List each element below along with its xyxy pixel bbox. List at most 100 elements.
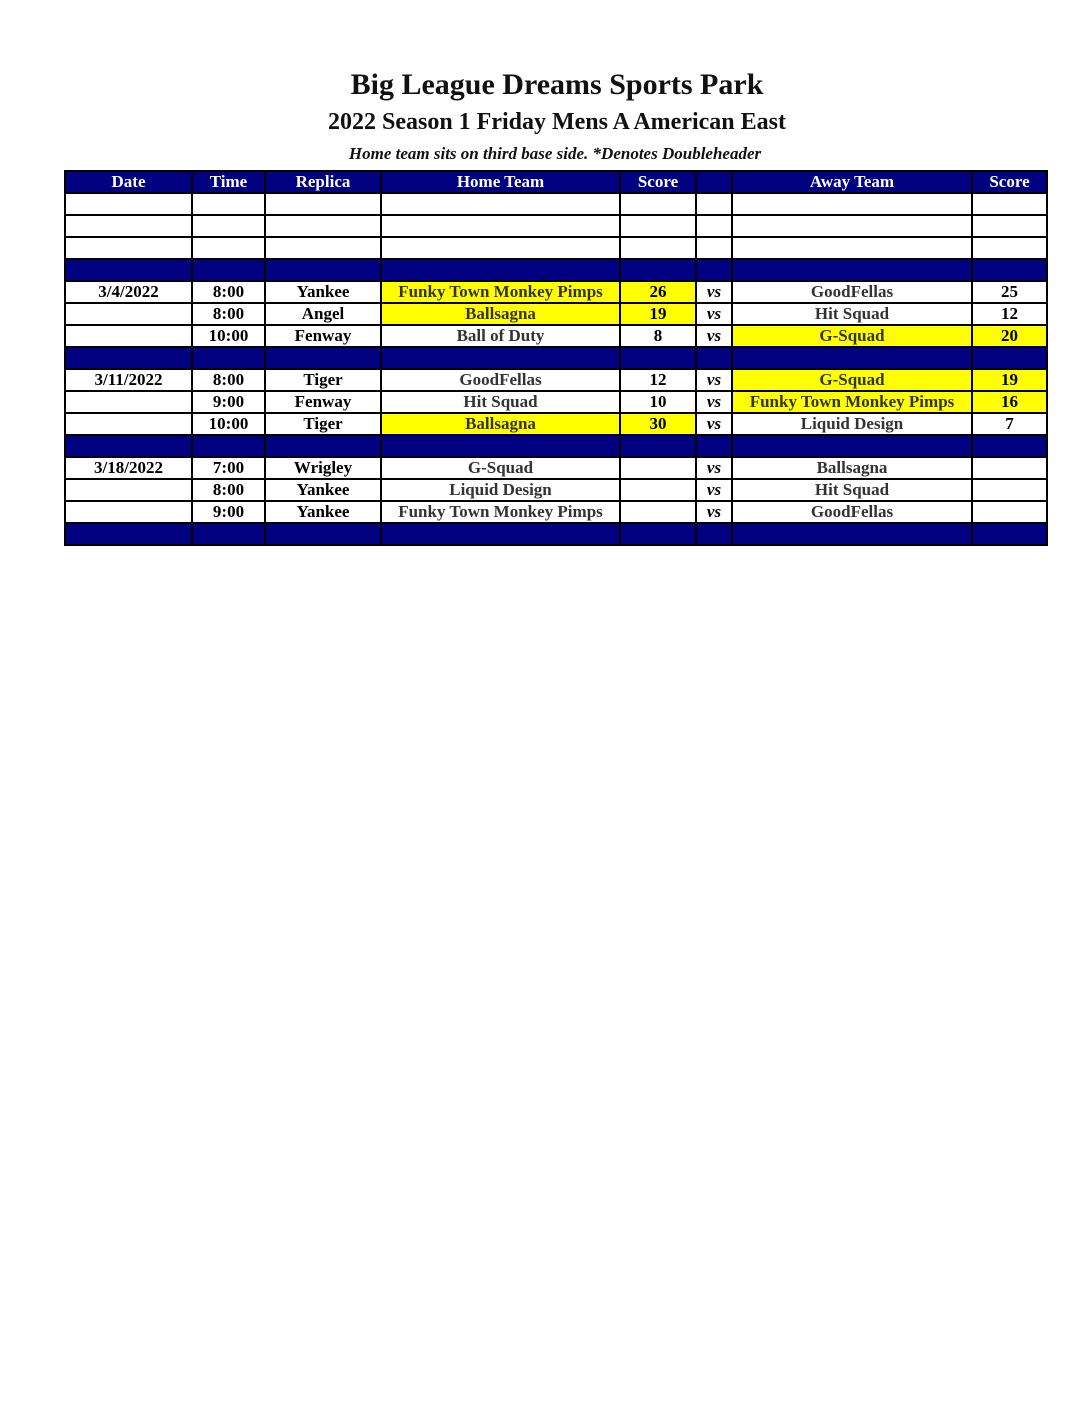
- vs-cell: [695, 522, 733, 546]
- time-cell: [191, 258, 266, 282]
- time-cell: 9:00: [191, 500, 266, 524]
- time-cell: [191, 346, 266, 370]
- away-team-cell: [731, 258, 973, 282]
- col-away-team: Away Team: [731, 170, 973, 194]
- home-score-cell: 19: [619, 302, 697, 326]
- away-team-cell: [731, 434, 973, 458]
- home-score-cell: [619, 522, 697, 546]
- home-score-cell: [619, 434, 697, 458]
- date-cell: [64, 214, 193, 238]
- home-team-cell: G-Squad: [380, 456, 621, 480]
- away-score-cell: [971, 214, 1048, 238]
- date-cell: [64, 258, 193, 282]
- home-score-cell: 12: [619, 368, 697, 392]
- field-cell: Tiger: [264, 368, 382, 392]
- home-team-cell: [380, 346, 621, 370]
- home-team-cell: [380, 192, 621, 216]
- col-home-score: Score: [619, 170, 697, 194]
- field-cell: Yankee: [264, 478, 382, 502]
- game-row: 3/4/2022 8:00 Yankee Funky Town Monkey Pimp…: [64, 280, 1048, 304]
- page-title: Big League Dreams Sports Park: [350, 68, 764, 101]
- date-cell: [64, 324, 193, 348]
- blank-row: [64, 214, 1048, 238]
- time-cell: 8:00: [191, 478, 266, 502]
- vs-cell: vs: [695, 390, 733, 414]
- home-score-cell: [619, 236, 697, 260]
- away-score-cell: [971, 192, 1048, 216]
- field-cell: [264, 346, 382, 370]
- home-team-cell: Ballsagna: [380, 412, 621, 436]
- time-cell: [191, 214, 266, 238]
- field-cell: [264, 434, 382, 458]
- away-score-cell: 19: [971, 368, 1048, 392]
- time-cell: 10:00: [191, 412, 266, 436]
- away-score-cell: [971, 500, 1048, 524]
- home-score-cell: [619, 478, 697, 502]
- home-team-cell: GoodFellas: [380, 368, 621, 392]
- field-cell: Yankee: [264, 500, 382, 524]
- field-cell: Angel: [264, 302, 382, 326]
- away-team-cell: [731, 192, 973, 216]
- away-score-cell: 12: [971, 302, 1048, 326]
- away-score-cell: [971, 346, 1048, 370]
- vs-cell: [695, 434, 733, 458]
- home-team-cell: Funky Town Monkey Pimps: [380, 500, 621, 524]
- home-team-cell: [380, 434, 621, 458]
- home-team-cell: Ball of Duty: [380, 324, 621, 348]
- away-team-cell: GoodFellas: [731, 280, 973, 304]
- game-row: 8:00 Angel Ballsagna 19 vs Hit Squad 12: [64, 302, 1048, 326]
- time-cell: 10:00: [191, 324, 266, 348]
- away-team-cell: Ballsagna: [731, 456, 973, 480]
- time-cell: 8:00: [191, 302, 266, 326]
- col-time: Time: [191, 170, 266, 194]
- time-cell: 8:00: [191, 280, 266, 304]
- away-score-cell: 7: [971, 412, 1048, 436]
- blank-row: [64, 236, 1048, 260]
- away-team-cell: [731, 346, 973, 370]
- date-cell: [64, 390, 193, 414]
- home-score-cell: [619, 500, 697, 524]
- date-cell: [64, 500, 193, 524]
- home-team-cell: Liquid Design: [380, 478, 621, 502]
- game-row: 9:00 Yankee Funky Town Monkey Pimps vs GoodF…: [64, 500, 1048, 524]
- away-score-cell: [971, 258, 1048, 282]
- col-replica: Replica: [264, 170, 382, 194]
- blank-row: [64, 192, 1048, 216]
- away-team-cell: Funky Town Monkey Pimps: [731, 390, 973, 414]
- date-cell: [64, 412, 193, 436]
- date-cell: [64, 478, 193, 502]
- game-row: 10:00 Fenway Ball of Duty 8 vs G-Squad 20: [64, 324, 1048, 348]
- home-team-cell: Funky Town Monkey Pimps: [380, 280, 621, 304]
- field-cell: Fenway: [264, 390, 382, 414]
- field-cell: Tiger: [264, 412, 382, 436]
- field-cell: Fenway: [264, 324, 382, 348]
- time-cell: [191, 236, 266, 260]
- time-cell: 8:00: [191, 368, 266, 392]
- home-score-cell: [619, 214, 697, 238]
- time-cell: 9:00: [191, 390, 266, 414]
- vs-cell: vs: [695, 280, 733, 304]
- away-team-cell: Liquid Design: [731, 412, 973, 436]
- page-subtitle: 2022 Season 1 Friday Mens A American Eas…: [327, 109, 786, 135]
- vs-cell: [695, 214, 733, 238]
- vs-cell: [695, 258, 733, 282]
- time-cell: 7:00: [191, 456, 266, 480]
- away-score-cell: 25: [971, 280, 1048, 304]
- time-cell: [191, 192, 266, 216]
- home-team-cell: [380, 236, 621, 260]
- away-team-cell: [731, 236, 973, 260]
- home-team-cell: [380, 258, 621, 282]
- vs-cell: [695, 236, 733, 260]
- header-row: Date Time Replica Home Team Score Away T…: [64, 170, 1048, 194]
- game-row: 3/18/2022 7:00 Wrigley G-Squad vs Ballsagna: [64, 456, 1048, 480]
- vs-cell: vs: [695, 456, 733, 480]
- home-score-cell: [619, 192, 697, 216]
- vs-cell: vs: [695, 302, 733, 326]
- date-cell: [64, 522, 193, 546]
- home-score-cell: 30: [619, 412, 697, 436]
- home-score-cell: [619, 346, 697, 370]
- field-cell: [264, 258, 382, 282]
- vs-cell: [695, 192, 733, 216]
- game-row: 8:00 Yankee Liquid Design vs Hit Squad: [64, 478, 1048, 502]
- away-team-cell: [731, 214, 973, 238]
